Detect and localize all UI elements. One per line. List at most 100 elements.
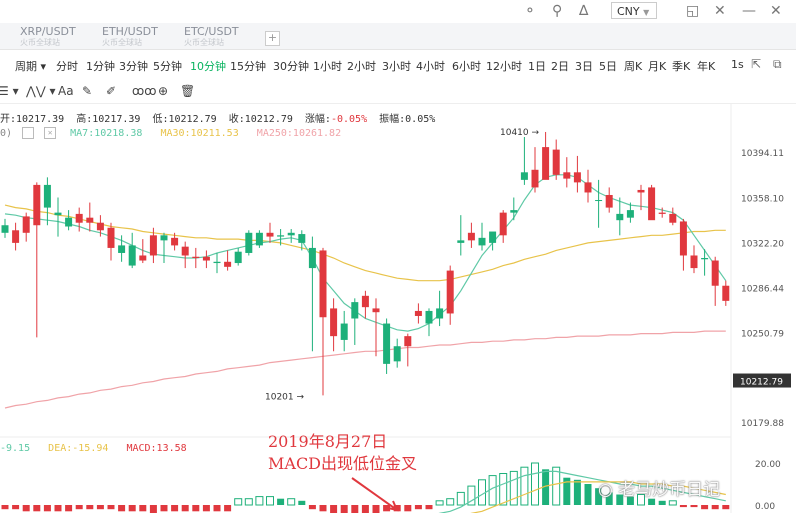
candle-body	[690, 255, 698, 269]
tool-3[interactable]: ✎	[82, 84, 93, 98]
window-icon[interactable]: ◱	[686, 3, 700, 19]
amplitude-value: 振幅:0.05%	[379, 114, 436, 125]
candle-body	[361, 295, 369, 308]
period-4[interactable]: 5分钟	[153, 60, 182, 73]
macd-bar	[361, 505, 369, 513]
period-2[interactable]: 1分钟	[86, 60, 115, 73]
macd-bar	[54, 505, 62, 512]
candle-body	[22, 216, 30, 233]
tool-2[interactable]: Aa	[58, 84, 74, 98]
period-1[interactable]: 分时	[56, 60, 78, 73]
period-10[interactable]: 3小时	[382, 60, 411, 73]
macd-bar	[171, 505, 179, 512]
macd-bar	[552, 466, 561, 506]
candle-body	[425, 310, 433, 324]
period-20[interactable]: 季K	[672, 60, 691, 73]
period-5[interactable]: 10分钟	[190, 60, 226, 73]
annotation-date: 2019年8月27日	[268, 432, 388, 451]
close-icon[interactable]: ✕	[44, 127, 57, 139]
currency-select[interactable]: CNY ▼	[611, 2, 657, 19]
search-icon[interactable]: ⚲	[552, 3, 563, 19]
tab-xrp[interactable]: XRP/USDT 火币全球站	[20, 26, 76, 48]
macd-bar	[605, 492, 613, 505]
macd-bar	[711, 505, 719, 510]
candle-body	[436, 308, 444, 319]
candle-body	[393, 346, 401, 362]
period-14[interactable]: 1日	[528, 60, 546, 73]
macd-tick-label: 20.00	[755, 460, 781, 470]
ma7-value: MA7:10218.38	[70, 128, 143, 139]
period-9[interactable]: 2小时	[347, 60, 376, 73]
macd-bar	[234, 498, 243, 506]
candle-body	[584, 182, 592, 193]
tool-6[interactable]: ⊕	[158, 84, 169, 98]
candle-body	[648, 187, 656, 221]
period-17[interactable]: 5日	[599, 60, 617, 73]
open-value: 开:10217.39	[0, 114, 65, 125]
shirt-icon[interactable]: ∆	[579, 3, 589, 19]
close-icon[interactable]: ✕	[714, 3, 726, 19]
macd-bar	[287, 498, 296, 506]
tool-0[interactable]: ☰ ▾	[0, 84, 19, 98]
watermark-text: 老马炒币日记	[618, 480, 721, 500]
macd-bar	[65, 505, 73, 512]
dea-line	[470, 481, 726, 513]
candle-body	[181, 246, 189, 256]
macd-bar	[107, 505, 115, 510]
macd-bar	[425, 505, 433, 510]
macd-bar	[255, 496, 264, 506]
macd-bar	[319, 505, 327, 512]
candle-body	[75, 213, 83, 223]
fullscreen-icon[interactable]: ⧉	[773, 57, 782, 71]
candle-body	[626, 210, 634, 218]
ma-legend-edit[interactable]: 0)	[0, 128, 13, 139]
period-13[interactable]: 12小时	[486, 60, 522, 73]
period-18[interactable]: 周K	[624, 60, 643, 73]
period-7[interactable]: 30分钟	[273, 60, 309, 73]
period-3[interactable]: 3分钟	[119, 60, 148, 73]
tab-etc[interactable]: ETC/USDT 火币全球站	[184, 26, 239, 48]
close-window-icon[interactable]: ✕	[770, 3, 782, 19]
period-0[interactable]: 周期 ▾	[15, 60, 47, 73]
bell-icon[interactable]: ⚬	[524, 3, 536, 19]
period-21[interactable]: 年K	[697, 60, 716, 73]
macd-bar	[563, 477, 571, 505]
ma30-line	[4, 204, 726, 282]
candle-body	[478, 237, 486, 246]
tool-1[interactable]: ⋀⋁ ▾	[26, 84, 56, 98]
candle-body	[563, 172, 571, 179]
macd-bar	[435, 500, 444, 506]
candle-body	[149, 235, 157, 256]
dea-value: DEA:-15.94	[48, 443, 109, 454]
candle-body	[65, 217, 73, 227]
candle-body	[542, 147, 550, 180]
tool-7[interactable]: 🗑	[180, 84, 196, 98]
period-6[interactable]: 15分钟	[230, 60, 266, 73]
candle-body	[383, 323, 391, 364]
candle-body	[277, 235, 285, 237]
expand-icon[interactable]: ⇱	[751, 57, 762, 71]
macd-bar	[499, 473, 508, 506]
add-tab-button[interactable]: +	[265, 31, 280, 46]
tab-eth[interactable]: ETH/USDT 火币全球站	[102, 26, 158, 48]
tool-4[interactable]: ✐	[106, 84, 117, 98]
period-22[interactable]: 1s	[731, 58, 744, 71]
period-19[interactable]: 月K	[648, 60, 667, 73]
candle-body	[340, 323, 348, 340]
period-11[interactable]: 4小时	[416, 60, 445, 73]
settings-box-icon[interactable]	[22, 127, 35, 139]
candle-body	[160, 235, 168, 241]
period-15[interactable]: 2日	[551, 60, 569, 73]
candle-body	[520, 172, 528, 180]
candle-body	[192, 256, 200, 259]
price-tick-label: 10179.88	[741, 419, 784, 429]
minimize-icon[interactable]: —	[742, 3, 756, 19]
tool-5[interactable]: ꝏꝏ	[132, 84, 157, 98]
period-16[interactable]: 3日	[575, 60, 593, 73]
period-8[interactable]: 1小时	[313, 60, 342, 73]
candle-body	[298, 234, 306, 243]
macd-bar	[43, 505, 51, 512]
macd-bar	[139, 505, 147, 512]
period-12[interactable]: 6小时	[452, 60, 481, 73]
